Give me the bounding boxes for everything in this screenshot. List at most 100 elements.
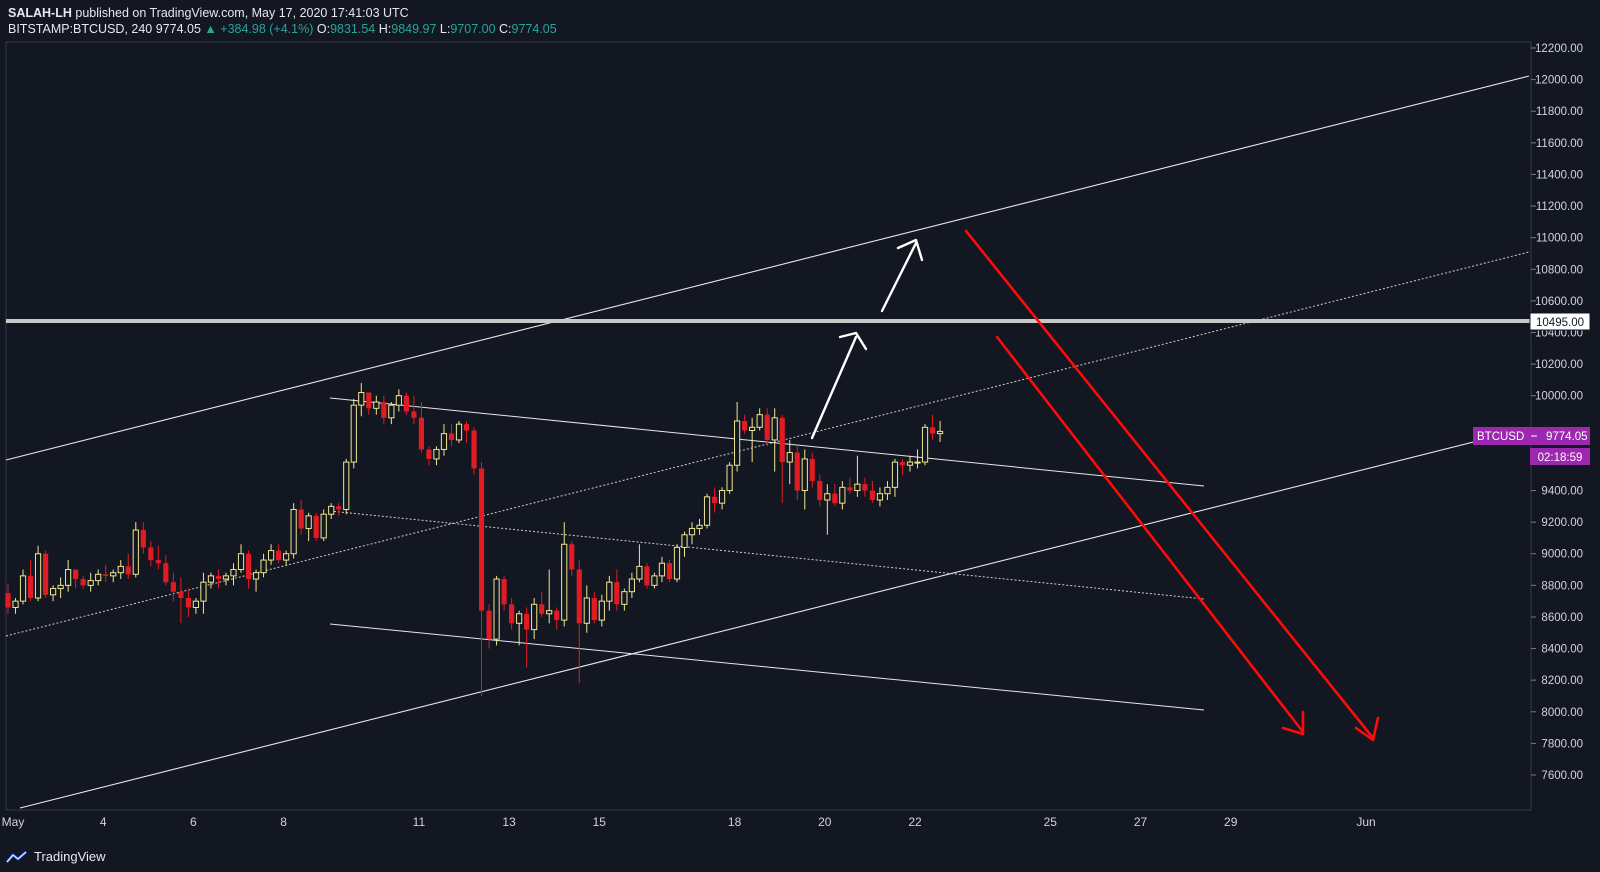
candle-up bbox=[636, 565, 643, 580]
candle-up bbox=[651, 575, 658, 586]
candle-up bbox=[703, 496, 711, 526]
candle-down bbox=[381, 402, 387, 418]
candle-down bbox=[899, 462, 906, 466]
candle-up bbox=[696, 524, 703, 529]
candle-up bbox=[192, 600, 200, 608]
time-tick-label: Jun bbox=[1356, 815, 1375, 829]
level-price-tag-box bbox=[1529, 312, 1591, 331]
candle-up bbox=[914, 461, 921, 464]
candle-up bbox=[516, 613, 523, 624]
candle-down bbox=[403, 395, 409, 412]
level-price-tag: 10495.00 bbox=[1529, 312, 1591, 331]
candle-up bbox=[283, 553, 290, 561]
candle-up bbox=[373, 401, 380, 409]
candle-down bbox=[170, 582, 176, 592]
low-value: 9707.00 bbox=[450, 22, 496, 36]
candle-down bbox=[80, 579, 86, 586]
candle-up bbox=[493, 578, 500, 640]
candle-up bbox=[891, 461, 899, 488]
down-arrow-1-icon bbox=[964, 229, 1375, 740]
channel-upper-line bbox=[5, 75, 1530, 461]
candle-down bbox=[471, 430, 477, 469]
price-tick-label: 10600.00 bbox=[1535, 296, 1583, 308]
candle-up bbox=[756, 414, 763, 428]
candle-down bbox=[366, 392, 372, 409]
time-tick-label: 15 bbox=[593, 815, 607, 829]
candle-down bbox=[614, 582, 620, 605]
time-tick-label: 11 bbox=[413, 815, 426, 829]
price-tick-label: 12000.00 bbox=[1535, 75, 1583, 87]
candle-down bbox=[539, 604, 545, 614]
candle-down bbox=[103, 574, 109, 576]
footer-brand[interactable]: TradingView bbox=[6, 849, 106, 864]
candle-up bbox=[433, 448, 440, 460]
down-arrow-2-head-icon bbox=[1281, 710, 1305, 736]
price-tick-label: 11600.00 bbox=[1536, 138, 1583, 150]
candle-up bbox=[388, 404, 395, 419]
candle-up bbox=[749, 426, 756, 431]
candle-down bbox=[336, 506, 342, 510]
candle-up bbox=[606, 581, 613, 602]
price-tick-label: 11000.00 bbox=[1536, 233, 1583, 245]
candle-down bbox=[411, 411, 417, 418]
candle-up bbox=[876, 493, 884, 501]
time-tick-label: 8 bbox=[280, 815, 287, 829]
candle-down bbox=[509, 604, 515, 624]
time-tick-label: 29 bbox=[1224, 815, 1238, 829]
down-channel-middle-line bbox=[329, 510, 1205, 600]
candle-up bbox=[12, 600, 19, 608]
candle-up bbox=[207, 575, 215, 583]
last-price-value: 9774.05 bbox=[1546, 431, 1588, 443]
last-price-symbol: BTCUSD bbox=[1477, 431, 1524, 443]
candle-up bbox=[237, 553, 245, 571]
candle-down bbox=[125, 566, 131, 575]
change-value: +384.98 (+4.1%) bbox=[220, 22, 314, 36]
ohlc-line: BITSTAMP:BTCUSD, 240 9774.05 ▲ +384.98 (… bbox=[8, 22, 557, 36]
candle-down bbox=[185, 597, 191, 608]
candle-up bbox=[222, 575, 230, 580]
projection-arrows bbox=[810, 229, 1380, 742]
candle-up bbox=[328, 505, 335, 515]
candle-up bbox=[395, 395, 402, 406]
price-tick-label: 10200.00 bbox=[1535, 359, 1583, 371]
channel-lower-line bbox=[19, 427, 1530, 809]
candle-down bbox=[73, 569, 79, 580]
up-arrow-1-head-icon bbox=[838, 331, 868, 351]
candle-down bbox=[418, 417, 425, 450]
candle-up bbox=[546, 610, 553, 615]
candle-down bbox=[245, 553, 252, 580]
up-arrow-1-icon bbox=[810, 335, 858, 440]
price-tick-label: 7800.00 bbox=[1541, 738, 1583, 750]
candle-down bbox=[524, 613, 530, 630]
down-channel-lower-line bbox=[329, 623, 1205, 711]
time-tick-label: 20 bbox=[818, 815, 832, 829]
price-tick-label: 8600.00 bbox=[1541, 612, 1583, 624]
level-price-tag-text: 10495.00 bbox=[1536, 317, 1584, 329]
candle-up bbox=[658, 562, 666, 577]
candle-down bbox=[929, 427, 936, 434]
candle-up bbox=[267, 550, 275, 561]
candle-down bbox=[163, 563, 169, 583]
candle-down bbox=[478, 468, 485, 611]
candle-down bbox=[148, 547, 154, 561]
up-arrow-2-icon bbox=[880, 241, 918, 313]
candle-down bbox=[576, 569, 582, 624]
time-tick-label: 27 bbox=[1134, 815, 1148, 829]
candle-up bbox=[440, 433, 448, 450]
price-tick-label: 8400.00 bbox=[1541, 644, 1583, 656]
candle-up bbox=[718, 490, 726, 504]
time-tick-label: 4 bbox=[100, 815, 107, 829]
price-tick-label: 10000.00 bbox=[1535, 391, 1583, 403]
candle-up bbox=[290, 508, 297, 555]
high-label: H: bbox=[378, 22, 392, 36]
close-label: C: bbox=[499, 22, 512, 36]
candle-up bbox=[598, 600, 605, 621]
candle-up bbox=[921, 426, 929, 463]
author-name[interactable]: SALAH-LH bbox=[8, 6, 72, 20]
candle-down bbox=[809, 458, 815, 482]
time-tick-label: 22 bbox=[908, 815, 922, 829]
candle-down bbox=[644, 566, 650, 586]
candle-up bbox=[771, 417, 778, 441]
candle-up bbox=[884, 486, 891, 495]
